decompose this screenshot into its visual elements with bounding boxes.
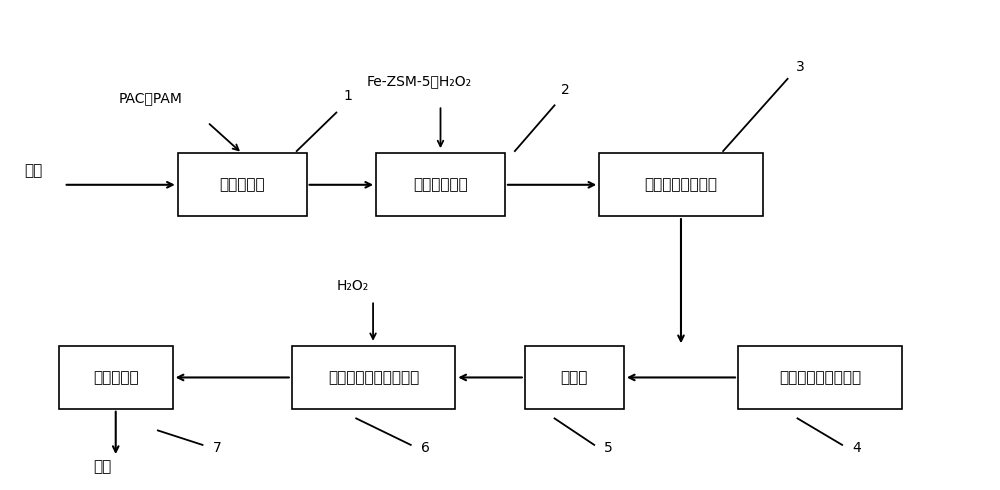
FancyBboxPatch shape bbox=[738, 346, 902, 409]
Text: 类芬顿反应器: 类芬顿反应器 bbox=[413, 177, 468, 192]
Text: 2: 2 bbox=[561, 83, 570, 97]
Text: 好氧生物接触氧化池: 好氧生物接触氧化池 bbox=[779, 370, 861, 385]
Text: 6: 6 bbox=[421, 441, 430, 455]
Text: PAC、PAM: PAC、PAM bbox=[118, 91, 182, 105]
FancyBboxPatch shape bbox=[525, 346, 624, 409]
Text: H₂O₂: H₂O₂ bbox=[336, 279, 369, 293]
Text: 1: 1 bbox=[343, 89, 352, 103]
Text: 5: 5 bbox=[604, 441, 613, 455]
Text: 磁性树脂类芬顿氧化池: 磁性树脂类芬顿氧化池 bbox=[328, 370, 419, 385]
FancyBboxPatch shape bbox=[376, 153, 505, 216]
Text: 7: 7 bbox=[212, 441, 221, 455]
Text: 沉淀池: 沉淀池 bbox=[561, 370, 588, 385]
FancyBboxPatch shape bbox=[59, 346, 173, 409]
Text: 树脂吸附塔: 树脂吸附塔 bbox=[93, 370, 139, 385]
Text: 3: 3 bbox=[796, 60, 804, 74]
Text: Fe-ZSM-5、H₂O₂: Fe-ZSM-5、H₂O₂ bbox=[366, 74, 471, 89]
FancyBboxPatch shape bbox=[292, 346, 455, 409]
Text: 混凝沉淀池: 混凝沉淀池 bbox=[219, 177, 265, 192]
Text: 4: 4 bbox=[852, 441, 861, 455]
Text: 废水: 废水 bbox=[24, 163, 42, 178]
FancyBboxPatch shape bbox=[599, 153, 763, 216]
FancyBboxPatch shape bbox=[178, 153, 307, 216]
Text: 出水: 出水 bbox=[93, 459, 112, 474]
Text: 厌氧折流板反应器: 厌氧折流板反应器 bbox=[644, 177, 717, 192]
